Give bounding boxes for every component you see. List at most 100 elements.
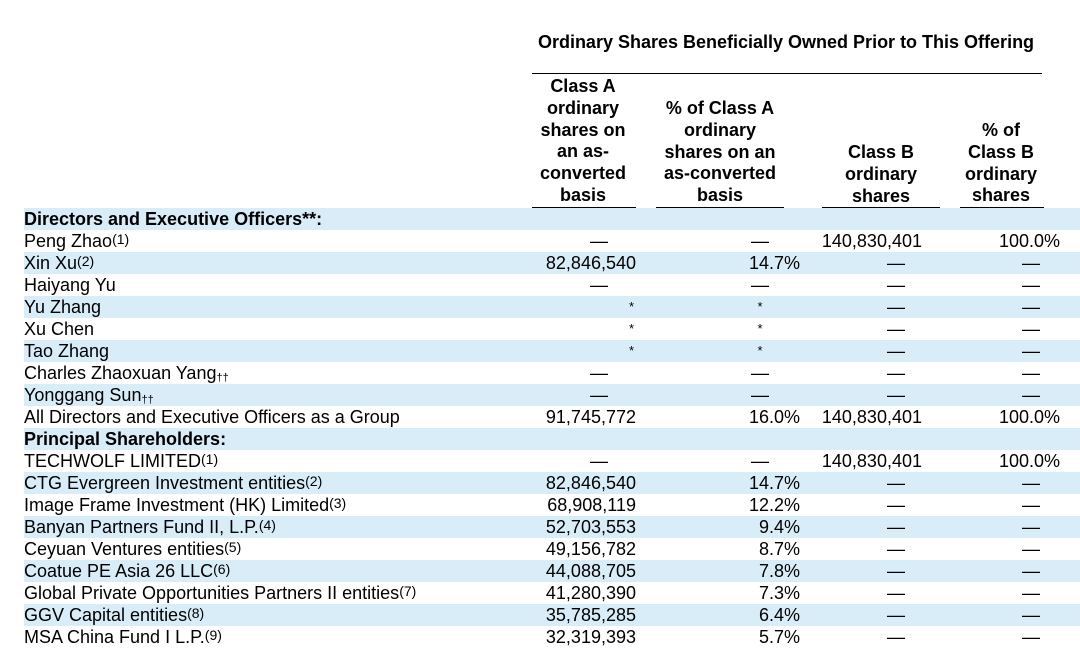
class-b-percent-cell: 100.0% [998,231,1060,251]
spacer-cell [636,274,656,296]
table-row: Yu Zhang * * — — [24,296,1080,318]
class-a-shares-cell: — [590,363,608,383]
table-row: MSA China Fund I L.P.(9) 32,319,393 5.7% — — [24,626,1080,648]
section-title: Directors and Executive Officers**: [24,208,532,230]
holder-name: Tao Zhang [24,341,110,361]
spacer-cell [636,472,656,494]
class-a-percent-cell: 6.4% [656,604,800,626]
class-b-percent-cell: 100.0% [998,451,1060,471]
class-a-percent-cell: 12.2% [748,495,800,515]
spacer-cell [636,318,656,340]
class-a-shares-cell: * [532,296,636,318]
holder-name: TECHWOLF LIMITED [24,451,202,471]
spacer-cell [636,362,656,384]
footnote-ref: (2) [77,253,95,269]
spacer-cell [636,582,656,604]
spacer-cell [636,494,656,516]
footnote-ref: (8) [187,605,205,621]
section-title: Principal Shareholders: [24,428,532,450]
table-row: Ceyuan Ventures entities(5) 49,156,782 8.7… [24,538,1080,560]
col-header-rule [822,207,940,208]
dagger-note: †† [141,394,154,406]
class-b-shares-cell: — [800,296,934,318]
class-a-percent-cell: 14.7% [656,472,800,494]
holder-name: Yonggang Sun [24,385,142,405]
table-row: Charles Zhaoxuan Yang†† — — — — [24,362,1080,384]
section-header-row: Directors and Executive Officers**: [24,208,1080,230]
table-row: Tao Zhang * * — — [24,340,1080,362]
col-header-rule [532,207,636,208]
holder-name: Charles Zhaoxuan Yang [24,363,217,383]
holder-name-cell: Peng Zhao(1) [24,230,532,252]
class-a-percent-cell: — [751,451,769,471]
class-b-percent-cell: — [934,340,1080,362]
class-b-shares-cell: — [887,539,905,559]
table-row: TECHWOLF LIMITED(1) — — 140,830,401 100.0% [24,450,1080,472]
class-b-percent-cell: 100.0% [998,407,1060,427]
col-header-class-b-shares: Class B ordinary shares [844,142,918,206]
spacer-cell [636,340,656,362]
holder-name: Ceyuan Ventures entities [24,539,225,559]
class-a-percent-cell: * [757,321,763,336]
spacer-cell [636,252,656,274]
class-b-shares-cell: — [800,384,934,406]
empty-cell [800,428,934,450]
class-b-shares-cell: 140,830,401 [821,407,922,427]
group-header-title: Ordinary Shares Beneficially Owned Prior… [537,32,1035,52]
class-b-shares-cell: — [800,472,934,494]
col-header-class-b-percent: % of Class B ordinary shares [964,120,1038,206]
class-b-percent-cell: — [1022,627,1040,647]
class-b-percent-cell: — [934,296,1080,318]
spacer-cell [636,384,656,406]
empty-cell [532,428,636,450]
class-a-percent-cell: * [656,340,800,362]
group-header-rule [532,73,1042,74]
holder-name-cell: Yu Zhang [24,296,532,318]
holder-name-cell: Image Frame Investment (HK) Limited(3) [24,494,532,516]
class-a-percent-cell: 16.0% [748,407,800,427]
class-a-shares-cell: * [532,340,636,362]
class-b-percent-cell: — [1022,495,1040,515]
holder-name: Yu Zhang [24,297,102,317]
class-b-shares-cell: — [887,627,905,647]
holder-name: Haiyang Yu [24,275,116,295]
spacer-cell [636,516,656,538]
holder-name: Peng Zhao [24,231,113,251]
empty-cell [636,428,656,450]
col-header-class-a-shares: Class A ordinary shares on an as- conver… [539,76,627,205]
table-row: CTG Evergreen Investment entities(2) 82,8… [24,472,1080,494]
footnote-ref: (7) [399,583,417,599]
class-b-shares-cell: — [887,363,905,383]
class-a-percent-cell: * [656,296,800,318]
col-header-rule [656,207,784,208]
empty-cell [532,208,636,230]
class-a-shares-cell: 82,846,540 [532,252,636,274]
class-b-shares-cell: — [887,583,905,603]
empty-cell [656,208,800,230]
table-row: Image Frame Investment (HK) Limited(3) 68… [24,494,1080,516]
holder-name-cell: Xin Xu(2) [24,252,532,274]
spacer-cell [636,296,656,318]
class-a-shares-cell: 32,319,393 [545,627,636,647]
holder-name: MSA China Fund I L.P. [24,627,205,647]
table-row: Global Private Opportunities Partners II… [24,582,1080,604]
col-header-class-a-percent: % of Class A ordinary shares on an as-co… [663,98,777,206]
table-row: Yonggang Sun†† — — — — [24,384,1080,406]
class-a-shares-cell: 52,703,553 [532,516,636,538]
table-row: Xin Xu(2) 82,846,540 14.7% — — [24,252,1080,274]
class-a-percent-cell: — [751,363,769,383]
table-row: Banyan Partners Fund II, L.P.(4) 52,703,5… [24,516,1080,538]
class-a-shares-cell: 35,785,285 [532,604,636,626]
empty-cell [934,208,1080,230]
class-a-shares-cell: * [628,321,634,336]
ownership-table-body: Directors and Executive Officers**: Peng … [24,208,1080,648]
spacer-cell [636,406,656,428]
spacer-cell [636,604,656,626]
footnote-ref: (5) [224,539,242,555]
holder-name-cell: Tao Zhang [24,340,532,362]
class-a-shares-cell: 41,280,390 [545,583,636,603]
holder-name-cell: TECHWOLF LIMITED(1) [24,450,532,472]
section-header-row: Principal Shareholders: [24,428,1080,450]
spacer-cell [636,230,656,252]
